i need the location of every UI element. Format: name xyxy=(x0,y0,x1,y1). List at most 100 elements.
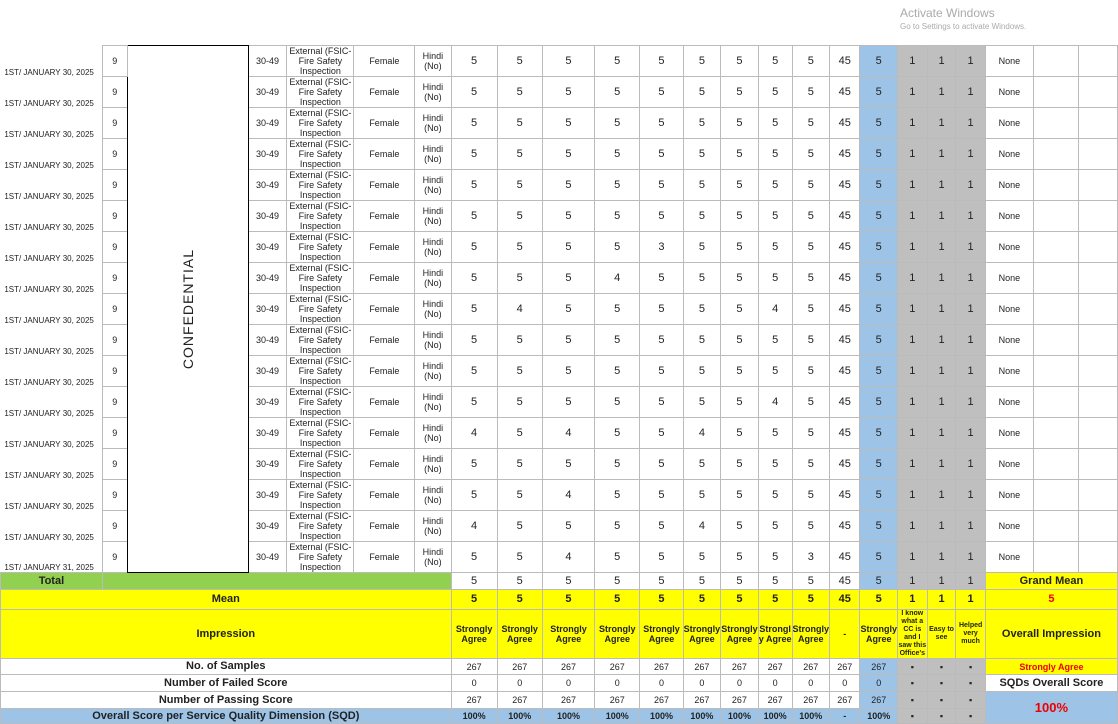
empty-cell[interactable] xyxy=(1032,417,1079,449)
sqd-score-cell[interactable]: 5 xyxy=(682,324,722,356)
remarks-cell[interactable]: None xyxy=(984,107,1034,139)
total-value[interactable]: 5 xyxy=(791,572,831,590)
overall-value[interactable]: 100% xyxy=(720,708,759,724)
service-cell[interactable]: External (FSIC-Fire Safety Inspection xyxy=(286,510,355,542)
sqd-score-cell[interactable]: 5 xyxy=(450,76,498,108)
empty-cell[interactable] xyxy=(1032,510,1079,542)
language-cell[interactable]: Hindi (No) xyxy=(414,138,452,170)
sqd-score-cell[interactable]: 5 xyxy=(791,76,831,108)
sqd-score-cell[interactable]: 5 xyxy=(541,355,596,387)
cc-cell[interactable]: 1 xyxy=(897,324,928,356)
sqd-score-cell[interactable]: 5 xyxy=(720,293,759,325)
empty-cell[interactable] xyxy=(1077,448,1118,480)
total-cell[interactable]: 45 xyxy=(829,479,861,511)
remarks-cell[interactable]: None xyxy=(984,231,1034,263)
sqd-overall-label[interactable]: SQDs Overall Score xyxy=(984,674,1118,692)
sqd-score-cell[interactable]: 5 xyxy=(757,200,793,232)
sqd-score-cell[interactable]: 4 xyxy=(682,510,722,542)
age-cell[interactable]: 30-49 xyxy=(247,479,288,511)
sqd-score-cell[interactable]: 5 xyxy=(450,107,498,139)
service-cell[interactable]: External (FSIC-Fire Safety Inspection xyxy=(286,107,355,139)
empty-cell[interactable] xyxy=(1077,324,1118,356)
empty-cell[interactable] xyxy=(1077,262,1118,294)
cc-cell[interactable]: 1 xyxy=(955,355,986,387)
sqd-score-cell[interactable]: 5 xyxy=(791,448,831,480)
empty-cell[interactable] xyxy=(1077,386,1118,418)
sqd-score-cell[interactable]: 4 xyxy=(541,479,596,511)
cc-cell[interactable]: 1 xyxy=(897,107,928,139)
sqd-score-cell[interactable]: 5 xyxy=(639,45,684,77)
total-value[interactable]: 1 xyxy=(955,572,986,590)
service-cell[interactable]: External (FSIC-Fire Safety Inspection xyxy=(286,138,355,170)
count-cell[interactable]: 9 xyxy=(101,386,128,418)
sqd-score-cell[interactable]: 5 xyxy=(450,479,498,511)
sqd-score-cell[interactable]: 5 xyxy=(496,479,543,511)
sqd-score-cell[interactable]: 5 xyxy=(682,76,722,108)
sqd-score-cell[interactable]: 5 xyxy=(639,169,684,201)
sqd-score-cell[interactable]: 5 xyxy=(682,45,722,77)
mean-value[interactable]: 5 xyxy=(791,589,831,610)
mean-value[interactable]: 5 xyxy=(496,589,543,610)
sqd-score-cell[interactable]: 5 xyxy=(791,386,831,418)
sqd-score-cell[interactable]: 5 xyxy=(541,45,596,77)
age-cell[interactable]: 30-49 xyxy=(247,324,288,356)
remarks-cell[interactable]: None xyxy=(984,417,1034,449)
language-cell[interactable]: Hindi (No) xyxy=(414,510,452,542)
empty-cell[interactable] xyxy=(1032,169,1079,201)
age-cell[interactable]: 30-49 xyxy=(247,200,288,232)
sqd-score-cell[interactable]: 5 xyxy=(859,231,898,263)
overall-value[interactable]: 100% xyxy=(496,708,543,724)
overall-value[interactable]: 100% xyxy=(541,708,596,724)
sqd-score-cell[interactable]: 5 xyxy=(859,107,898,139)
sqd-score-cell[interactable]: 5 xyxy=(639,76,684,108)
sqd-score-cell[interactable]: 5 xyxy=(757,231,793,263)
sqd-score-cell[interactable]: 5 xyxy=(859,293,898,325)
samples-value[interactable]: 267 xyxy=(829,658,861,675)
language-cell[interactable]: Hindi (No) xyxy=(414,262,452,294)
sqd-score-cell[interactable]: 5 xyxy=(791,138,831,170)
sqd-score-cell[interactable]: 5 xyxy=(594,541,641,573)
sqd-score-cell[interactable]: 5 xyxy=(541,76,596,108)
mean-value[interactable]: 5 xyxy=(757,589,793,610)
sqd-score-cell[interactable]: 5 xyxy=(639,479,684,511)
sqd-score-cell[interactable]: 5 xyxy=(594,448,641,480)
mean-value[interactable]: 5 xyxy=(594,589,641,610)
cc-cell[interactable]: 1 xyxy=(955,138,986,170)
age-cell[interactable]: 30-49 xyxy=(247,107,288,139)
sqd-score-cell[interactable]: 5 xyxy=(791,200,831,232)
sqd-score-cell[interactable]: 5 xyxy=(791,324,831,356)
sqd-score-cell[interactable]: 4 xyxy=(450,510,498,542)
empty-cell[interactable] xyxy=(1077,231,1118,263)
count-cell[interactable]: 9 xyxy=(101,231,128,263)
empty-cell[interactable] xyxy=(1077,169,1118,201)
cc-cell[interactable]: 1 xyxy=(955,510,986,542)
language-cell[interactable]: Hindi (No) xyxy=(414,324,452,356)
sqd-score-cell[interactable]: 5 xyxy=(682,293,722,325)
failed-value[interactable]: 0 xyxy=(720,674,759,692)
sqd-score-cell[interactable]: 5 xyxy=(639,324,684,356)
overall-label[interactable]: Overall Score per Service Quality Dimens… xyxy=(0,708,452,724)
count-cell[interactable]: 9 xyxy=(101,107,128,139)
remarks-cell[interactable]: None xyxy=(984,138,1034,170)
sqd-score-cell[interactable]: 5 xyxy=(496,200,543,232)
failed-label[interactable]: Number of Failed Score xyxy=(0,674,452,692)
sqd-score-cell[interactable]: 5 xyxy=(682,200,722,232)
sqd-score-cell[interactable]: 5 xyxy=(496,448,543,480)
total-label[interactable]: Total xyxy=(0,572,103,590)
sqd-score-cell[interactable]: 5 xyxy=(594,107,641,139)
sex-cell[interactable]: Female xyxy=(353,293,416,325)
sqd-score-cell[interactable]: 5 xyxy=(720,262,759,294)
passing-value[interactable]: 267 xyxy=(541,691,596,709)
impression-value[interactable]: Strongly Agree xyxy=(450,609,498,659)
sqd-score-cell[interactable]: 5 xyxy=(496,138,543,170)
samples-value[interactable]: ▪ xyxy=(926,658,957,675)
sqd-score-cell[interactable]: 5 xyxy=(639,386,684,418)
sqd-score-cell[interactable]: 5 xyxy=(496,262,543,294)
mean-value[interactable]: 1 xyxy=(955,589,986,610)
sqd-score-cell[interactable]: 5 xyxy=(720,541,759,573)
language-cell[interactable]: Hindi (No) xyxy=(414,231,452,263)
total-cell[interactable]: 45 xyxy=(829,45,861,77)
sqd-score-cell[interactable]: 3 xyxy=(639,231,684,263)
sqd-score-cell[interactable]: 5 xyxy=(639,417,684,449)
total-cell[interactable]: 45 xyxy=(829,510,861,542)
